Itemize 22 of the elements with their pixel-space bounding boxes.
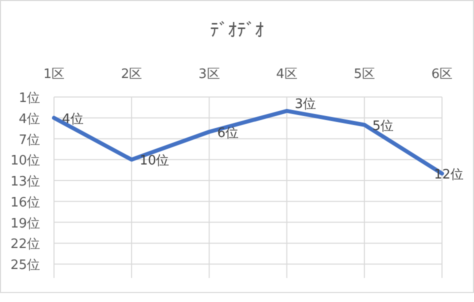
y-tick-label: 25位	[10, 258, 40, 274]
x-tick-label: 2区	[120, 67, 142, 82]
y-tick-label: 13位	[10, 174, 40, 190]
y-tick-label: 16位	[10, 195, 40, 210]
x-tick-label: 6区	[431, 67, 453, 82]
x-tick-label: 1区	[43, 67, 65, 82]
data-label: 3位	[294, 96, 316, 112]
y-tick-label: 4位	[18, 112, 40, 127]
y-tick-label: 22位	[10, 237, 40, 252]
data-label: 4位	[62, 112, 84, 127]
x-tick-label: 3区	[198, 67, 220, 82]
y-tick-label: 19位	[10, 216, 40, 232]
data-label: 6位	[217, 126, 238, 141]
x-tick-label: 4区	[276, 67, 298, 82]
y-tick-label: 7位	[18, 132, 40, 148]
chart-title: ﾃﾞｵﾃﾞｵ	[210, 20, 264, 41]
y-tick-label: 1位	[18, 91, 40, 106]
data-label: 12位	[434, 168, 464, 183]
data-label: 5位	[372, 118, 394, 134]
data-label: 10位	[140, 154, 170, 169]
y-tick-label: 10位	[10, 154, 40, 169]
x-tick-label: 5区	[354, 67, 376, 82]
